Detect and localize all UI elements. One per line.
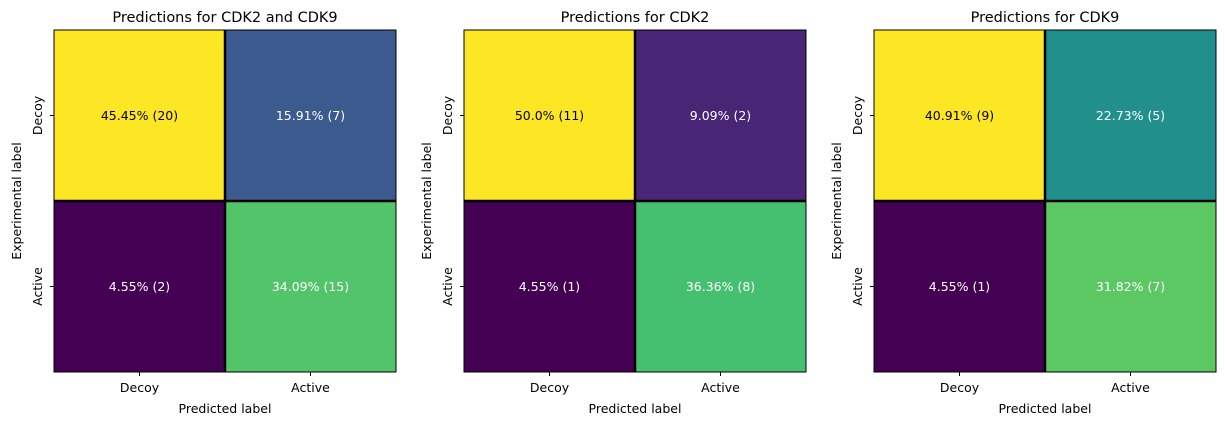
confusion-matrix-panel: Predictions for CDK9 40.91% (9) 22.73% (5)… <box>829 10 1217 416</box>
cell-value-label: 4.55% (1) <box>929 279 990 294</box>
cell-value-label: 50.0% (11) <box>515 108 584 123</box>
confusion-matrix-panel: Predictions for CDK2 50.0% (11) 9.09% (2) 4… <box>419 10 807 416</box>
y-tick-label: Active <box>850 267 865 306</box>
chart-title: Predictions for CDK2 <box>561 10 710 26</box>
cell-value-label: 40.91% (9) <box>925 108 994 123</box>
heatmap-cell <box>635 201 806 372</box>
axes-frame <box>873 29 1217 373</box>
heatmap-cell <box>54 30 225 201</box>
y-axis-label: Experimental label <box>829 142 844 260</box>
heatmap-cell <box>1045 201 1216 372</box>
y-tick-label: Active <box>440 267 455 306</box>
cell-value-label: 36.36% (8) <box>686 279 755 294</box>
x-tick-label: Decoy <box>530 380 570 395</box>
confusion-matrix-panel: Predictions for CDK2 and CDK9 45.45% (20)… <box>9 10 397 416</box>
cell-value-label: 45.45% (20) <box>101 108 178 123</box>
heatmap-cell <box>54 201 225 372</box>
x-tick-label: Decoy <box>120 380 160 395</box>
axes-frame <box>463 29 807 373</box>
x-axis-label: Predicted label <box>179 401 272 416</box>
heatmap-cell <box>464 30 635 201</box>
y-tick-label: Active <box>30 267 45 306</box>
heatmap-cell <box>464 201 635 372</box>
x-tick-label: Active <box>291 380 330 395</box>
y-tick-label: Decoy <box>850 95 865 135</box>
heatmap-cell <box>225 201 396 372</box>
x-tick-label: Active <box>1111 380 1150 395</box>
cell-value-label: 22.73% (5) <box>1096 108 1165 123</box>
cell-value-label: 9.09% (2) <box>690 108 751 123</box>
heatmap-cell <box>874 30 1045 201</box>
cell-value-label: 4.55% (2) <box>109 279 170 294</box>
x-axis-label: Predicted label <box>999 401 1092 416</box>
heatmap-cell <box>635 30 806 201</box>
chart-title: Predictions for CDK9 <box>971 10 1120 26</box>
cell-value-label: 34.09% (15) <box>272 279 349 294</box>
y-tick-label: Decoy <box>30 95 45 135</box>
cell-value-label: 15.91% (7) <box>276 108 345 123</box>
chart-title: Predictions for CDK2 and CDK9 <box>112 10 337 26</box>
heatmap-cell <box>225 30 396 201</box>
x-axis-label: Predicted label <box>589 401 682 416</box>
y-axis-label: Experimental label <box>419 142 434 260</box>
x-tick-label: Active <box>701 380 740 395</box>
cell-value-label: 4.55% (1) <box>519 279 580 294</box>
y-tick-label: Decoy <box>440 95 455 135</box>
heatmap-cell <box>1045 30 1216 201</box>
cell-value-label: 31.82% (7) <box>1096 279 1165 294</box>
axes-frame <box>53 29 397 373</box>
heatmap-cell <box>874 201 1045 372</box>
y-axis-label: Experimental label <box>9 142 24 260</box>
x-tick-label: Decoy <box>940 380 980 395</box>
